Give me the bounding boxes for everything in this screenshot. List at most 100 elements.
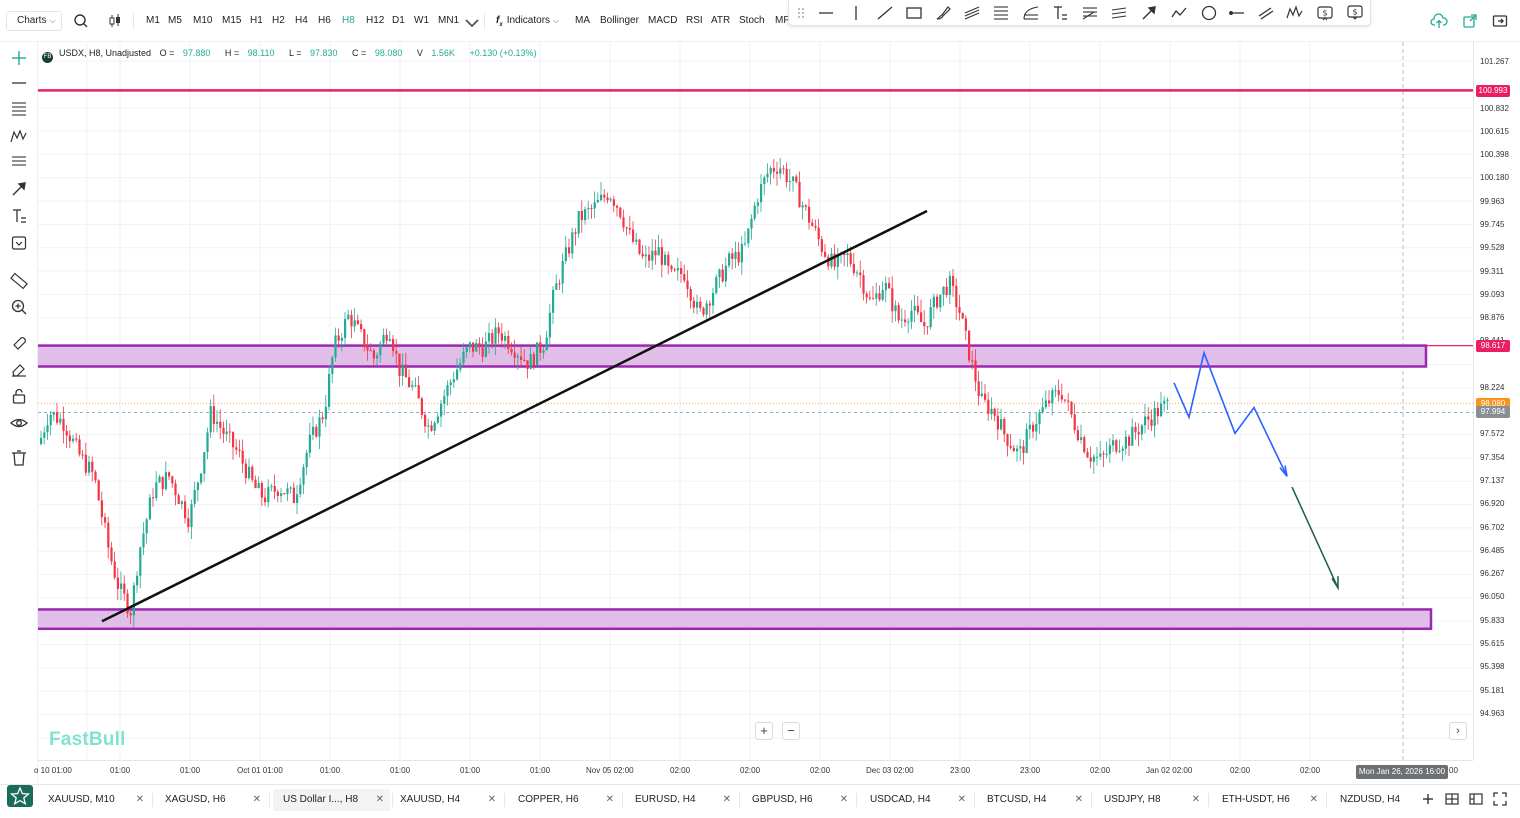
shapes-icon[interactable] (9, 233, 29, 253)
timeframe-h12[interactable]: H12 (366, 15, 385, 26)
zoom-in-button[interactable]: + (755, 722, 773, 740)
parallel-channel-icon[interactable] (962, 3, 982, 23)
time-scale[interactable] (38, 760, 1473, 784)
timeframe-m5[interactable]: M5 (168, 15, 182, 26)
forecast-path[interactable] (1173, 350, 1288, 477)
zoom-out-button[interactable]: − (782, 722, 800, 740)
indicator-rsi[interactable]: RSI (686, 15, 703, 26)
trash-icon[interactable] (9, 448, 29, 468)
eraser-icon[interactable] (9, 359, 29, 379)
symbol-tab[interactable]: USDCAD, H4 ✕ (860, 789, 972, 811)
symbol-tab[interactable]: ETH-USDT, H6 ✕ (1212, 789, 1324, 811)
close-icon[interactable]: ✕ (839, 794, 848, 805)
legend-symbol[interactable]: USDX, H8, Unadjusted (59, 48, 152, 58)
favorites-star-button[interactable] (7, 785, 33, 807)
close-icon[interactable]: ✕ (487, 794, 496, 805)
search-icon[interactable] (72, 12, 90, 30)
timeframe-h2[interactable]: H2 (272, 15, 285, 26)
timeframe-h6[interactable]: H6 (318, 15, 331, 26)
timeframe-m1[interactable]: M1 (146, 15, 160, 26)
magnet-icon[interactable] (9, 333, 29, 353)
fib-fan-icon[interactable] (1021, 3, 1041, 23)
supply-demand-zone-lower[interactable] (34, 608, 1433, 631)
close-icon[interactable]: ✕ (252, 794, 261, 805)
split-view-icon[interactable] (1468, 791, 1484, 807)
symbol-tab[interactable]: BTCUSD, H4 ✕ (977, 789, 1089, 811)
timeframe-d1[interactable]: D1 (392, 15, 405, 26)
timeframe-m15[interactable]: M15 (222, 15, 242, 26)
zoom-in-icon[interactable] (9, 297, 29, 317)
timeframe-h1[interactable]: H1 (250, 15, 263, 26)
close-icon[interactable]: ✕ (375, 794, 384, 805)
symbol-tab[interactable]: XAUUSD, M10 ✕ (38, 789, 150, 811)
symbol-tab[interactable]: US Dollar I..., H8 ✕ (273, 789, 390, 811)
arrow-icon[interactable] (9, 179, 29, 199)
symbol-tab[interactable]: EURUSD, H4 ✕ (625, 789, 737, 811)
timeframe-more-icon[interactable] (463, 14, 479, 28)
indicator-ma[interactable]: MA (575, 15, 590, 26)
long-position-icon[interactable]: $ (1315, 3, 1335, 23)
pitchfork-icon[interactable] (1080, 3, 1100, 23)
charts-dropdown[interactable]: Charts ⌵ (6, 11, 62, 31)
ellipse-icon[interactable] (1199, 3, 1219, 23)
chart-pane[interactable] (34, 42, 1473, 760)
timeframe-m10[interactable]: M10 (193, 15, 213, 26)
close-icon[interactable]: ✕ (722, 794, 731, 805)
supply-demand-zone-upper[interactable] (34, 344, 1428, 368)
path-icon[interactable] (1169, 3, 1189, 23)
symbol-tab[interactable]: USDJPY, H8 ✕ (1094, 789, 1206, 811)
add-tab-icon[interactable] (1420, 791, 1436, 807)
elliott-wave-icon[interactable] (1285, 3, 1305, 23)
close-icon[interactable]: ✕ (1309, 794, 1318, 805)
scroll-to-realtime-button[interactable]: › (1449, 722, 1467, 740)
fib-retracement-icon[interactable] (991, 3, 1011, 23)
gann-icon[interactable] (1109, 3, 1129, 23)
timeframe-w1[interactable]: W1 (414, 15, 429, 26)
timeframe-h8[interactable]: H8 (342, 15, 355, 26)
forecast-arrowhead[interactable] (1279, 465, 1288, 477)
indicator-stoch[interactable]: Stoch (739, 15, 765, 26)
text-icon[interactable] (9, 206, 29, 226)
ruler-icon[interactable] (9, 271, 29, 291)
symbol-tab[interactable]: XAGUSD, H6 ✕ (155, 789, 267, 811)
rectangle-icon[interactable] (904, 3, 924, 23)
indicator-mf[interactable]: MF (775, 15, 790, 26)
indicators-button[interactable]: fx Indicators ⌵ (496, 12, 559, 34)
close-icon[interactable]: ✕ (1191, 794, 1200, 805)
brush-icon[interactable] (933, 3, 953, 23)
trend-line-icon[interactable] (875, 3, 895, 23)
fib-retracement-icon[interactable] (9, 99, 29, 119)
text-icon[interactable] (1050, 3, 1070, 23)
share-icon[interactable] (1461, 12, 1479, 30)
symbol-tab[interactable]: GBPUSD, H6 ✕ (742, 789, 854, 811)
arrow-icon[interactable] (1139, 3, 1159, 23)
short-position-icon[interactable]: $ (1345, 3, 1365, 23)
horizontal-line-icon[interactable] (816, 3, 836, 23)
timeframe-mn1[interactable]: MN1 (438, 15, 460, 26)
channel-icon[interactable] (9, 152, 29, 172)
close-icon[interactable]: ✕ (135, 794, 144, 805)
trend-line[interactable] (101, 209, 928, 623)
cloud-upload-icon[interactable] (1430, 12, 1448, 30)
close-icon[interactable]: ✕ (1074, 794, 1083, 805)
horizontal-line-icon[interactable] (9, 73, 29, 93)
symbol-tab[interactable]: NZDUSD, H4 (1330, 789, 1425, 811)
pattern-icon[interactable] (9, 126, 29, 146)
lock-icon[interactable] (9, 386, 29, 406)
indicator-atr[interactable]: ATR (711, 15, 731, 26)
layout-grid-icon[interactable] (1444, 791, 1460, 807)
vertical-line-icon[interactable] (846, 3, 866, 23)
parallel-lines-icon[interactable] (1256, 3, 1276, 23)
indicator-bollinger[interactable]: Bollinger (600, 15, 639, 26)
close-icon[interactable]: ✕ (605, 794, 614, 805)
symbol-tab[interactable]: XAUUSD, H4 ✕ (390, 789, 502, 811)
ray-icon[interactable] (1227, 3, 1247, 23)
indicator-macd[interactable]: MACD (648, 15, 678, 26)
candlestick-type-icon[interactable] (106, 12, 124, 30)
eye-icon[interactable] (9, 413, 29, 433)
close-icon[interactable]: ✕ (957, 794, 966, 805)
target-arrow[interactable] (1291, 486, 1339, 589)
target-arrowhead[interactable] (1331, 576, 1339, 591)
timeframe-h4[interactable]: H4 (295, 15, 308, 26)
crosshair-icon[interactable] (9, 48, 29, 68)
